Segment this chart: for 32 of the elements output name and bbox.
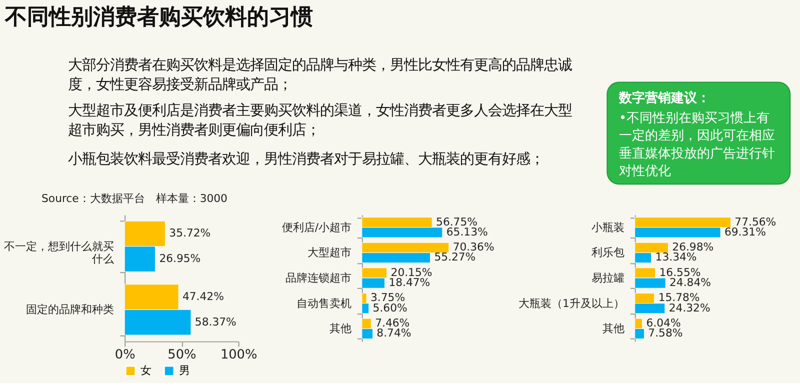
data-label: 20.15% [390, 266, 432, 279]
y-tick-label: 利乐包 [591, 246, 624, 260]
y-tick-label: 固定的品牌和种类 [26, 303, 114, 316]
y-tick-label: 便利店/小超市 [282, 220, 352, 234]
source-note: Source：大数据平台 样本量：3000 [42, 192, 228, 205]
y-tick-label: 品牌连锁超市 [286, 271, 352, 284]
text: 小瓶包装饮料最受消费者欢迎，男性消费者对于易拉罐、大瓶装的更有好感； [68, 151, 544, 168]
data-label: 47.42% [182, 290, 224, 303]
y-tick-label: 易拉罐 [591, 271, 624, 284]
y-tick-label: 大型超市 [308, 246, 352, 260]
data-label: 16.55% [659, 266, 701, 279]
x-tick-label: 100% [220, 348, 258, 363]
data-label: 26.95% [159, 252, 201, 266]
chart-title: 不同性别消费者购买饮料的习惯 [4, 4, 313, 30]
text: 大部分消费者在购买饮料是选择固定的品牌与种类，男性比女性有更高的品牌忠诚度，女性更容易接受新品牌或产品； [68, 57, 572, 94]
x-tick-label: 0% [114, 348, 136, 363]
legend-label: 男 [178, 364, 190, 377]
text: 大型超市及便利店是消费者主要购买饮料的渠道，女性消费者更多人会选择在大型超市购买，男性消费者则更偏向便利店； [68, 102, 572, 139]
data-label: 35.72% [169, 226, 211, 240]
y-tick-label: 不一定，想到什么就买什么 [4, 240, 114, 266]
y-tick-label: 大瓶装（1升及以上） [518, 296, 624, 310]
x-tick-label: 50% [168, 348, 196, 363]
text: •不同性别在购买习惯上有一定的差别，因此可在相应垂直媒体投放的广告进行针对性优化 [619, 110, 776, 180]
y-tick-label: 其他 [602, 322, 624, 336]
legend-label: 女 [140, 364, 152, 377]
data-label: 24.84% [670, 276, 711, 290]
text: 数字营销建议： [618, 90, 710, 106]
y-tick-label: 其他 [330, 322, 352, 336]
data-label: 18.47% [388, 276, 430, 290]
y-tick-label: 小瓶装 [591, 220, 624, 234]
y-tick-label: 自动售卖机 [296, 296, 352, 310]
data-label: 58.37% [194, 315, 236, 328]
